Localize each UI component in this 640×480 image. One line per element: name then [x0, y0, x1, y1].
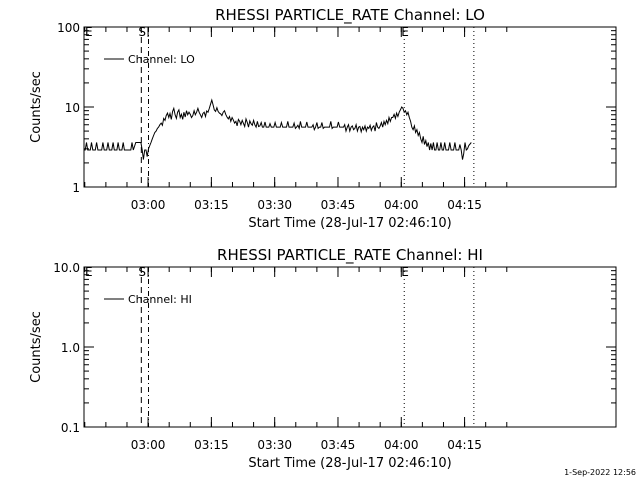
x-tick-label: 04:00 [384, 438, 419, 452]
chart-title: RHESSI PARTICLE_RATE Channel: HI [217, 246, 483, 265]
event-marker-label: E [85, 25, 93, 39]
event-marker-label: E [401, 265, 409, 279]
event-marker-label: S [138, 265, 146, 279]
timestamp-label: 1-Sep-2022 12:56 [564, 468, 636, 477]
x-tick-label: 04:15 [447, 438, 482, 452]
y-tick-label: 1.0 [61, 341, 80, 355]
panel-lo: RHESSI PARTICLE_RATE Channel: LO Start Ti… [29, 6, 617, 231]
chart-title: RHESSI PARTICLE_RATE Channel: LO [215, 6, 485, 25]
x-axis-label: Start Time (28-Jul-17 02:46:10) [248, 216, 451, 231]
legend-entry: Channel: LO [128, 53, 195, 66]
event-marker-label: S [138, 25, 146, 39]
x-tick-label: 03:00 [131, 198, 166, 212]
series-line [84, 98, 472, 160]
event-marker-label: E [85, 265, 93, 279]
x-tick-label: 03:45 [321, 438, 356, 452]
y-axis-label: Counts/sec [29, 71, 44, 143]
x-tick-label: 03:15 [194, 198, 229, 212]
x-tick-label: 04:15 [447, 198, 482, 212]
plot-frame [83, 26, 617, 188]
x-tick-label: 03:30 [257, 198, 292, 212]
y-tick-label: 1 [72, 181, 80, 195]
x-tick-label: 03:15 [194, 438, 229, 452]
y-tick-label: 0.1 [61, 421, 80, 435]
y-tick-label: 10.0 [53, 261, 80, 275]
x-tick-label: 03:45 [321, 198, 356, 212]
x-tick-label: 03:30 [257, 438, 292, 452]
x-tick-label: 04:00 [384, 198, 419, 212]
panel-hi: RHESSI PARTICLE_RATE Channel: HI Start Ti… [29, 246, 617, 471]
legend-entry: Channel: HI [128, 293, 192, 306]
x-tick-label: 03:00 [131, 438, 166, 452]
y-axis-label: Counts/sec [29, 311, 44, 383]
event-marker-label: E [401, 25, 409, 39]
x-axis-label: Start Time (28-Jul-17 02:46:10) [248, 456, 451, 471]
y-tick-label: 100 [57, 21, 80, 35]
plot-frame [83, 266, 617, 428]
y-tick-label: 10 [65, 101, 80, 115]
